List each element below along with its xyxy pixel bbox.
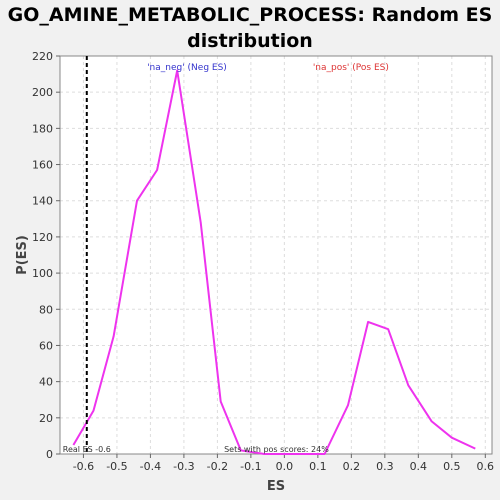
plot-area — [60, 56, 492, 454]
x-tick-label: 0.5 — [443, 460, 461, 473]
y-tick-label: 140 — [32, 195, 53, 208]
y-tick-label: 160 — [32, 159, 53, 172]
x-tick-label: -0.6 — [73, 460, 94, 473]
x-tick-label: 0.3 — [376, 460, 394, 473]
y-tick-label: 80 — [39, 303, 53, 316]
y-tick-label: 100 — [32, 267, 53, 280]
x-tick-label: 0.2 — [343, 460, 361, 473]
legend-entry: 'na_pos' (Pos ES) — [313, 63, 389, 73]
y-tick-label: 220 — [32, 50, 53, 63]
y-axis-label: P(ES) — [15, 235, 30, 275]
real-es-label: Real ES -0.6 — [63, 445, 111, 454]
x-axis-label: ES — [267, 479, 285, 494]
x-tick-label: 0.4 — [410, 460, 428, 473]
pos-scores-note: Sets with pos scores: 24% — [224, 445, 329, 454]
y-tick-label: 120 — [32, 231, 53, 244]
x-tick-label: 0.0 — [276, 460, 294, 473]
x-tick-label: -0.5 — [106, 460, 127, 473]
y-tick-label: 200 — [32, 86, 53, 99]
x-tick-label: -0.4 — [140, 460, 161, 473]
legend-entry: 'na_neg' (Neg ES) — [147, 63, 227, 73]
x-tick-label: -0.3 — [173, 460, 194, 473]
y-tick-label: 20 — [39, 412, 53, 425]
x-tick-label: -0.1 — [240, 460, 261, 473]
x-tick-label: 0.1 — [309, 460, 327, 473]
y-tick-label: 0 — [46, 448, 53, 461]
y-tick-label: 180 — [32, 122, 53, 135]
x-tick-label: -0.2 — [207, 460, 228, 473]
y-tick-label: 60 — [39, 339, 53, 352]
x-tick-label: 0.6 — [477, 460, 495, 473]
y-tick-label: 40 — [39, 376, 53, 389]
